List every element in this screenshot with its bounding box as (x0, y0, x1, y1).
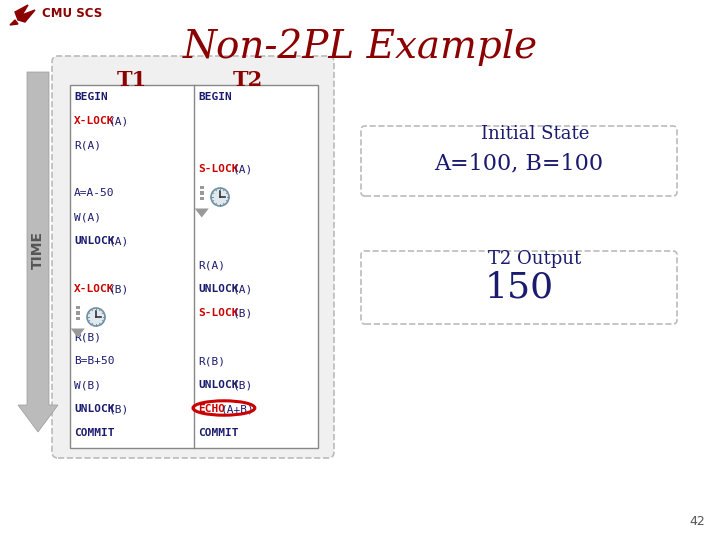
Bar (76, 316, 79, 320)
Text: W(B): W(B) (74, 380, 101, 390)
Bar (76, 311, 79, 314)
Text: R(B): R(B) (198, 356, 225, 366)
Bar (200, 186, 204, 189)
Bar (70, 85, 318, 448)
Text: T1: T1 (117, 70, 147, 90)
Text: R(B): R(B) (74, 332, 101, 342)
Text: (B): (B) (109, 404, 129, 414)
Text: (B): (B) (109, 284, 129, 294)
Text: UNLOCK: UNLOCK (198, 380, 238, 390)
Text: ECHO: ECHO (198, 404, 225, 414)
Text: 150: 150 (485, 271, 554, 305)
Text: UNLOCK: UNLOCK (198, 284, 238, 294)
Text: BEGIN: BEGIN (74, 92, 108, 102)
Text: 42: 42 (689, 515, 705, 528)
Bar (76, 306, 79, 309)
Text: S-LOCK: S-LOCK (198, 308, 238, 318)
Bar (200, 197, 204, 200)
Text: (B): (B) (233, 380, 253, 390)
Text: Non-2PL Example: Non-2PL Example (182, 28, 538, 65)
Text: (A): (A) (233, 284, 253, 294)
Text: COMMIT: COMMIT (198, 428, 238, 438)
FancyBboxPatch shape (361, 126, 677, 196)
Text: UNLOCK: UNLOCK (74, 236, 114, 246)
Polygon shape (10, 20, 18, 25)
Text: R(A): R(A) (74, 140, 101, 150)
Text: A=A-50: A=A-50 (74, 188, 114, 198)
Text: S-LOCK: S-LOCK (198, 164, 238, 174)
Text: (A): (A) (109, 236, 129, 246)
Text: COMMIT: COMMIT (74, 428, 114, 438)
Text: (B): (B) (233, 308, 253, 318)
Text: (A): (A) (109, 116, 129, 126)
Text: A=100, B=100: A=100, B=100 (434, 152, 603, 174)
Text: T2 Output: T2 Output (488, 250, 582, 268)
Polygon shape (194, 208, 209, 218)
Text: BEGIN: BEGIN (198, 92, 232, 102)
Circle shape (211, 188, 229, 206)
Polygon shape (71, 328, 85, 338)
Text: UNLOCK: UNLOCK (74, 404, 114, 414)
FancyBboxPatch shape (361, 251, 677, 324)
Text: W(A): W(A) (74, 212, 101, 222)
FancyBboxPatch shape (52, 56, 334, 458)
Text: TIME: TIME (31, 231, 45, 269)
Text: T2: T2 (233, 70, 263, 90)
Circle shape (87, 308, 105, 326)
Text: (A): (A) (233, 164, 253, 174)
Bar (200, 191, 204, 194)
Text: X-LOCK: X-LOCK (74, 284, 114, 294)
Text: (A+B): (A+B) (221, 404, 255, 414)
Polygon shape (18, 72, 58, 432)
Polygon shape (15, 5, 35, 22)
Text: CMU SCS: CMU SCS (42, 7, 102, 20)
Text: X-LOCK: X-LOCK (74, 116, 114, 126)
Text: Initial State: Initial State (481, 125, 589, 143)
Text: B=B+50: B=B+50 (74, 356, 114, 366)
Text: R(A): R(A) (198, 260, 225, 270)
